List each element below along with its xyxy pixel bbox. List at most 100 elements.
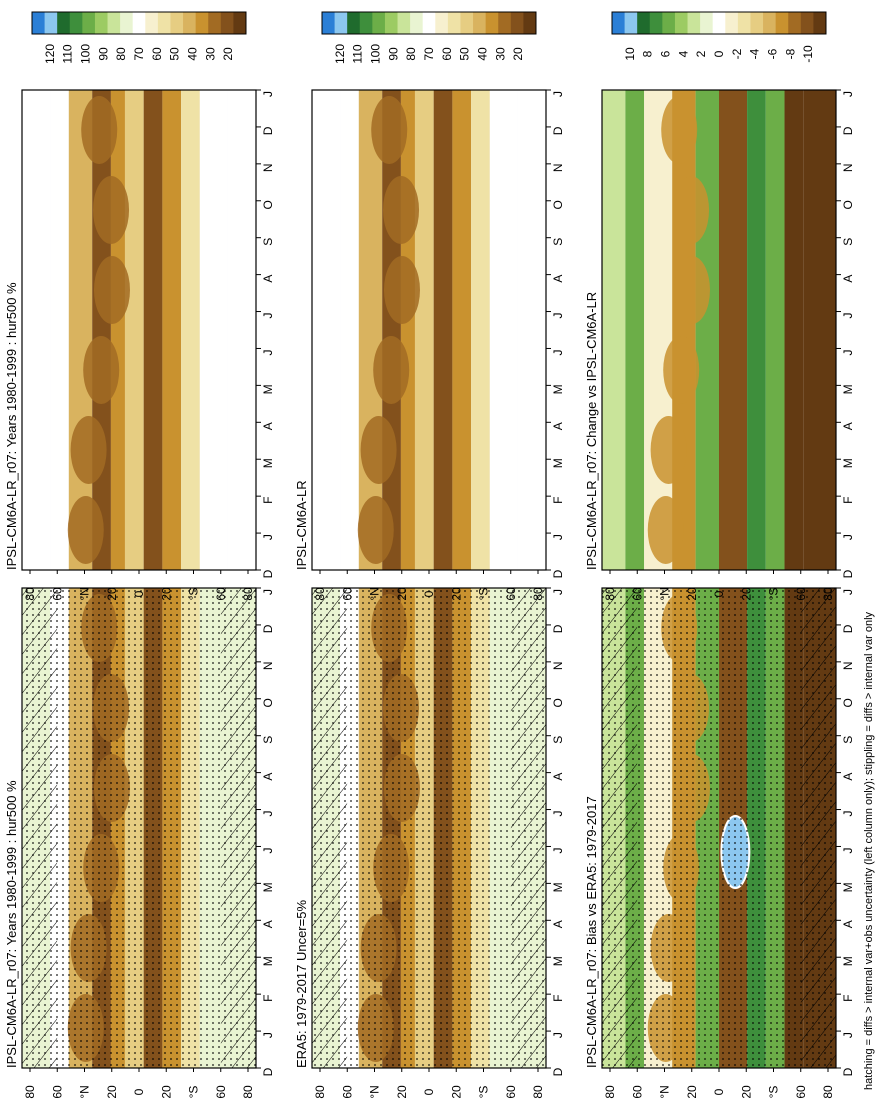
stippling [312,588,546,1068]
x-tick-label: J [551,349,565,355]
colorbar-swatch [44,12,58,34]
x-tick-label: A [841,275,855,283]
y-tick-label: 80 [313,587,327,601]
x-tick-label: A [841,422,855,430]
y-tick-label: 60 [214,587,228,601]
x-tick-label: J [841,1032,855,1038]
y-tick-label: 20 [159,587,173,601]
x-tick-label: N [551,662,565,671]
y-tick-label: 20 [105,587,119,601]
colorbar-swatch [384,12,399,34]
colorbar-swatch [220,12,234,34]
y-tick-label: 80 [241,587,255,601]
x-tick-label: A [551,275,565,283]
colorbar-label: 6 [659,50,673,57]
contour-blob [360,416,397,484]
colorbar-label: 100 [79,44,93,64]
colorbar-label: 110 [61,44,75,63]
x-tick-label: A [261,773,275,781]
y-tick-label: 80 [821,587,835,601]
panel-title: IPSL-CM6A-LR_r07: Bias vs ERA5: 1979-201… [584,796,599,1068]
contour-band [719,90,748,570]
contour-band [644,90,673,570]
y-tick-label: 60 [630,587,644,601]
y-tick-label: 60 [504,1085,518,1099]
x-tick-label: J [841,811,855,817]
x-tick-label: A [841,920,855,928]
colorbar-label: 40 [476,47,490,61]
x-tick-label: M [551,956,565,966]
y-tick-label: 0 [132,590,146,597]
contour-band [312,90,341,570]
x-tick-label: J [841,847,855,853]
stippling [602,588,836,1068]
contour-band [227,90,256,570]
panel-title: IPSL-CM6A-LR [294,480,309,570]
panel-title: IPSL-CM6A-LR_r07: Change vs IPSL-CM6A-LR [584,292,599,570]
hatching [800,588,836,1068]
colorbar-label: 0 [712,50,726,57]
colorbar-label: 30 [493,47,507,61]
colorbar-swatch [649,12,663,34]
x-tick-label: F [841,994,855,1001]
x-tick-label: J [261,534,275,540]
x-tick-label: O [261,698,275,707]
contour-blob [663,336,700,404]
x-tick-label: S [551,736,565,744]
colorbar-label: 90 [386,47,400,61]
x-tick-label: O [261,200,275,209]
y-tick-label: °N [368,587,382,600]
colorbar-swatch [132,12,146,34]
x-tick-label: J [551,589,565,595]
x-tick-label: A [841,773,855,781]
colorbar-swatch [473,12,487,34]
x-tick-label: J [841,91,855,97]
contour-band [695,90,719,570]
y-tick-label: 80 [821,1085,835,1099]
x-tick-label: M [261,384,275,394]
y-tick-label: 60 [50,1085,64,1099]
y-tick-label: 20 [739,587,753,601]
colorbar-label: 100 [369,44,383,64]
contour-blob [70,416,107,484]
colorbar-swatch [157,12,171,34]
x-tick-label: M [841,384,855,394]
x-tick-label: J [261,313,275,319]
colorbar-label: 70 [422,47,436,61]
x-tick-label: J [261,349,275,355]
y-tick-label: 0 [132,1088,146,1095]
x-tick-label: J [261,1032,275,1038]
y-tick-label: 80 [603,1085,617,1099]
contour-band [471,90,490,570]
y-tick-label: 60 [794,587,808,601]
x-tick-label: M [261,458,275,468]
colorbar-swatch [372,12,386,34]
contour-blob [373,336,410,404]
contour-blob [647,496,684,564]
contour-band [784,90,804,570]
contour-band [602,90,626,570]
x-tick-label: J [551,313,565,319]
x-tick-label: M [841,882,855,892]
panel-title: ERA5: 1979-2017 Uncer=5% [294,900,309,1068]
x-tick-label: J [261,847,275,853]
colorbar-swatch [737,12,751,34]
y-tick-label: 60 [214,1085,228,1099]
x-tick-label: N [841,164,855,173]
x-tick-label: S [841,238,855,246]
x-tick-label: A [551,422,565,430]
contour-band [452,90,472,570]
y-tick-label: 80 [531,1085,545,1099]
x-tick-label: N [841,662,855,671]
y-tick-label: °S [767,588,781,601]
x-tick-label: J [551,91,565,97]
x-tick-label: J [261,811,275,817]
colorbar-label: 50 [458,47,472,61]
x-tick-label: O [551,200,565,209]
x-tick-label: D [551,569,565,578]
contour-band [747,90,766,570]
colorbar-swatch [813,12,827,34]
x-tick-label: M [261,956,275,966]
x-tick-label: J [841,349,855,355]
